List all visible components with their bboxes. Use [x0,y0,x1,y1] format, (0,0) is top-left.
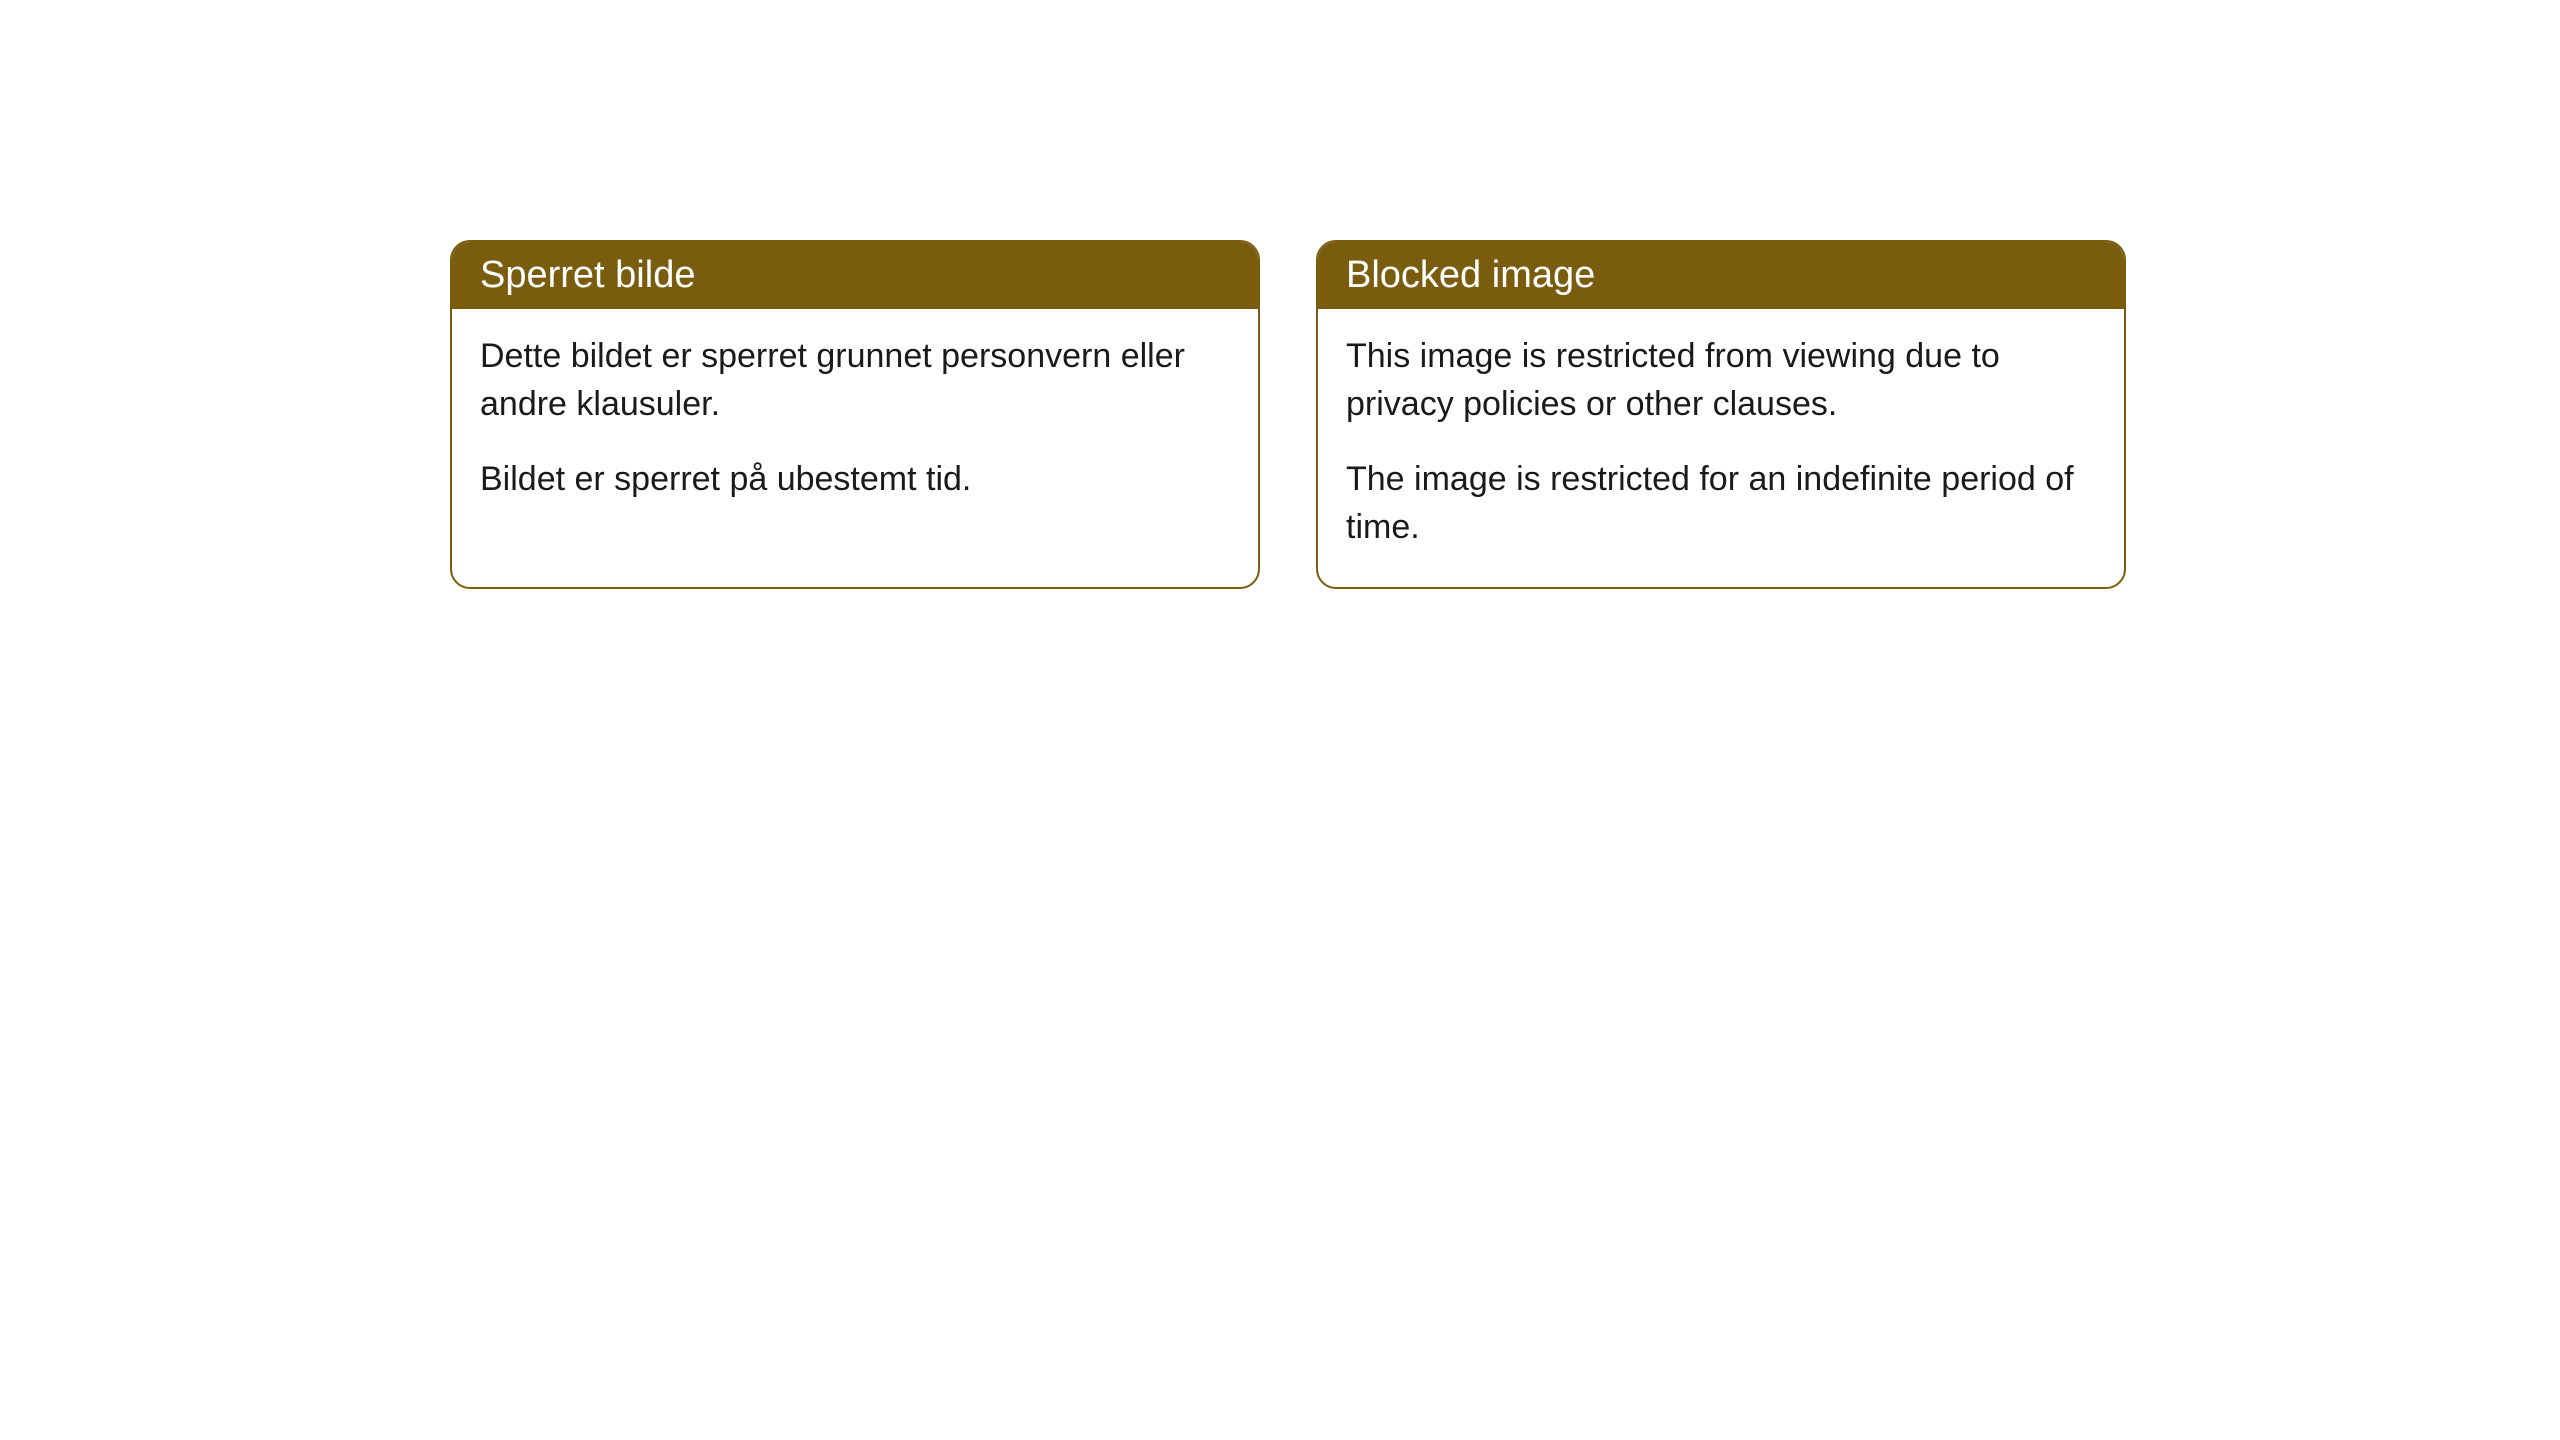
card-header: Blocked image [1318,242,2124,309]
card-body: Dette bildet er sperret grunnet personve… [452,309,1258,540]
card-title: Sperret bilde [480,254,695,296]
card-header: Sperret bilde [452,242,1258,309]
notice-cards-container: Sperret bilde Dette bildet er sperret gr… [450,240,2126,589]
blocked-image-card-en: Blocked image This image is restricted f… [1316,240,2126,589]
card-title: Blocked image [1346,254,1595,296]
card-body: This image is restricted from viewing du… [1318,309,2124,587]
blocked-image-card-no: Sperret bilde Dette bildet er sperret gr… [450,240,1260,589]
card-paragraph: The image is restricted for an indefinit… [1346,456,2096,551]
card-paragraph: This image is restricted from viewing du… [1346,333,2096,428]
card-paragraph: Dette bildet er sperret grunnet personve… [480,333,1230,428]
card-paragraph: Bildet er sperret på ubestemt tid. [480,456,1230,504]
